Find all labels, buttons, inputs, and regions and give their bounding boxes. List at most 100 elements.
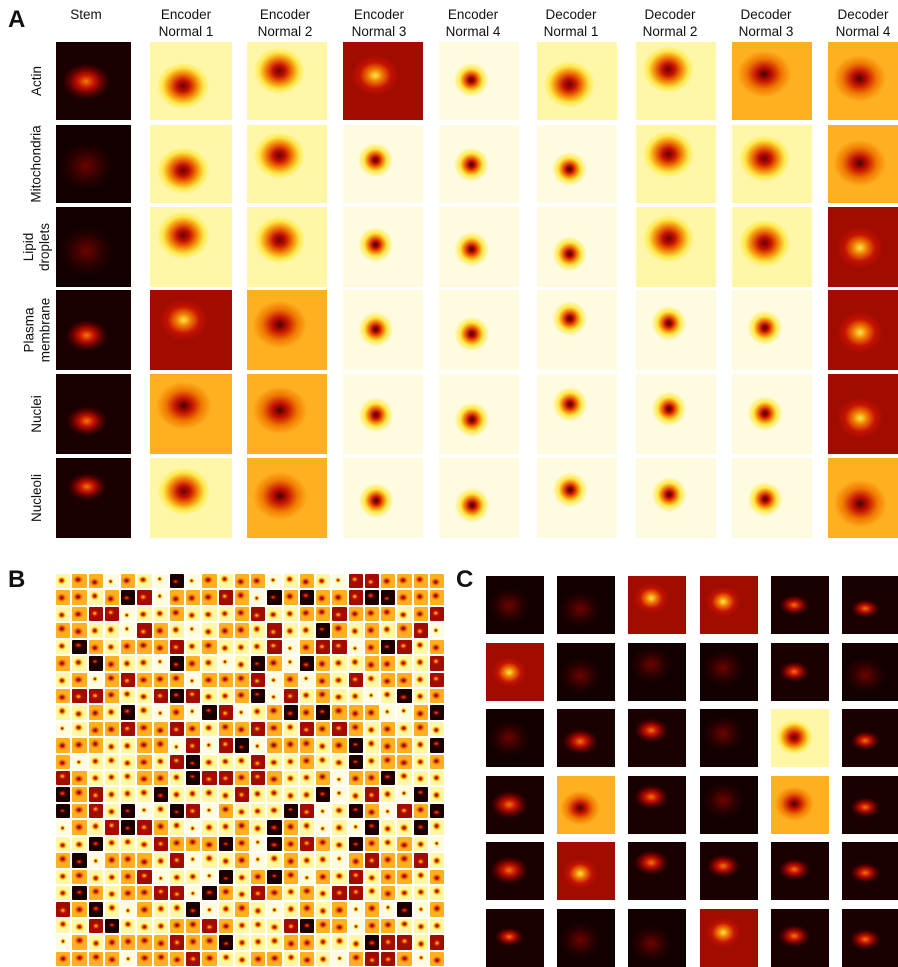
column-header-decoder-normal-2: Decoder Normal 2 [642,7,698,39]
panel-b-filter-tile [429,574,444,589]
panel-b-filter-tile [413,853,428,868]
panel-b-filter-tile [234,688,249,704]
panel-b-filter-tile [397,656,412,671]
panel-a-tile-r3-c7 [636,207,716,287]
panel-b-filter-tile [169,590,184,605]
panel-b-filter-tile [88,951,103,966]
column-header-encoder-normal-2: Encoder Normal 2 [257,7,313,39]
panel-b-filter-tile [429,902,444,917]
panel-b-filter-tile [72,836,87,852]
panel-a-tile-r6-c1 [56,458,131,538]
panel-b-filter-tile [413,902,428,917]
panel-b-filter-tile [169,705,184,720]
panel-b-filter-tile [234,721,249,737]
panel-b-filter-tile [397,639,412,655]
panel-b-filter-tile [56,951,71,966]
panel-b-filter-tile [251,574,266,589]
panel-a-tile-r4-c7 [636,290,716,370]
panel-c-tile-r1-c2 [557,576,616,634]
panel-b-filter-tile [234,803,249,819]
panel-b-filter-tile [381,869,396,884]
panel-b-filter-tile [88,705,103,720]
panel-b-filter-tile [364,705,379,720]
panel-b-filter-tile [56,918,71,934]
panel-c-tile-r5-c4 [699,842,758,901]
panel-b-filter-tile [137,918,152,934]
panel-b-filter-tile [202,688,217,704]
panel-b-filter-tile [267,951,282,966]
panel-b-filter-tile [72,639,87,655]
panel-b-filter-tile [137,902,152,917]
panel-b-filter-tile [104,836,119,852]
panel-b-filter-tile [283,918,298,934]
panel-b-filter-tile [381,574,396,589]
panel-b-filter-tile [137,820,152,835]
panel-b-filter-tile [218,688,233,704]
column-header-decoder-normal-4: Decoder Normal 4 [835,7,891,39]
panel-b-filter-tile [413,885,428,901]
panel-c-tile-r3-c1 [486,709,544,768]
panel-b-filter-tile [267,656,282,671]
panel-b-filter-tile [186,836,201,852]
panel-b-filter-tile [283,885,298,901]
panel-b-filter-tile [316,590,331,605]
panel-b-filter-tile [332,869,347,884]
panel-b-filter-tile [364,902,379,917]
panel-a-tile-r5-c5 [439,374,519,454]
panel-b-filter-tile [413,721,428,737]
panel-b-filter-grid [56,574,444,966]
panel-b-filter-tile [104,672,119,687]
panel-b-filter-tile [202,836,217,852]
column-header-encoder-normal-4: Encoder Normal 4 [445,7,501,39]
panel-b-filter-tile [267,590,282,605]
panel-a-tile-r6-c4 [343,458,423,538]
panel-b-filter-tile [332,935,347,950]
panel-c-tile-r4-c2 [557,775,616,834]
panel-b-filter-tile [104,574,119,589]
panel-a-tile-r3-c1 [56,207,131,287]
panel-b-filter-tile [381,836,396,852]
panel-b-filter-tile [283,771,298,786]
panel-b-filter-tile [267,918,282,934]
panel-c-tile-r1-c5 [770,576,829,634]
panel-b-filter-tile [316,754,331,769]
panel-b-filter-tile [332,639,347,655]
panel-b-filter-tile [397,787,412,802]
panel-b-filter-tile [251,918,266,934]
panel-b-filter-tile [88,836,103,852]
panel-b-filter-tile [267,574,282,589]
panel-b-filter-tile [72,951,87,966]
panel-b-filter-tile [267,705,282,720]
panel-a-tile-r3-c4 [343,207,423,287]
panel-b-filter-tile [72,656,87,671]
panel-b-filter-tile [88,639,103,655]
panel-a-tile-r5-c3 [247,374,327,454]
panel-b-filter-tile [429,688,444,704]
panel-b-filter-tile [332,705,347,720]
panel-b-filter-tile [56,902,71,917]
panel-b-filter-tile [316,721,331,737]
panel-b-filter-tile [121,771,136,786]
panel-b-filter-tile [137,836,152,852]
panel-b-filter-tile [429,606,444,622]
panel-b-filter-tile [332,688,347,704]
panel-b-filter-tile [413,869,428,884]
panel-b-filter-tile [397,721,412,737]
panel-b-filter-tile [121,885,136,901]
panel-b-filter-tile [186,918,201,934]
panel-b-filter-tile [299,672,314,687]
panel-b-filter-tile [104,738,119,753]
panel-b-filter-tile [186,606,201,622]
panel-c-tile-r3-c5 [770,709,829,768]
panel-b-filter-tile [348,803,363,819]
panel-b-filter-tile [153,951,168,966]
panel-b-filter-tile [413,754,428,769]
panel-b-filter-tile [56,754,71,769]
panel-a-tile-r4-c1 [56,290,131,370]
panel-a-tile-r2-c2 [150,125,232,203]
panel-b-filter-tile [218,787,233,802]
panel-b-filter-tile [121,836,136,852]
panel-c-tile-r3-c3 [628,709,687,768]
panel-a-tile-r1-c6 [537,42,617,120]
panel-c-tile-r3-c4 [699,709,758,768]
